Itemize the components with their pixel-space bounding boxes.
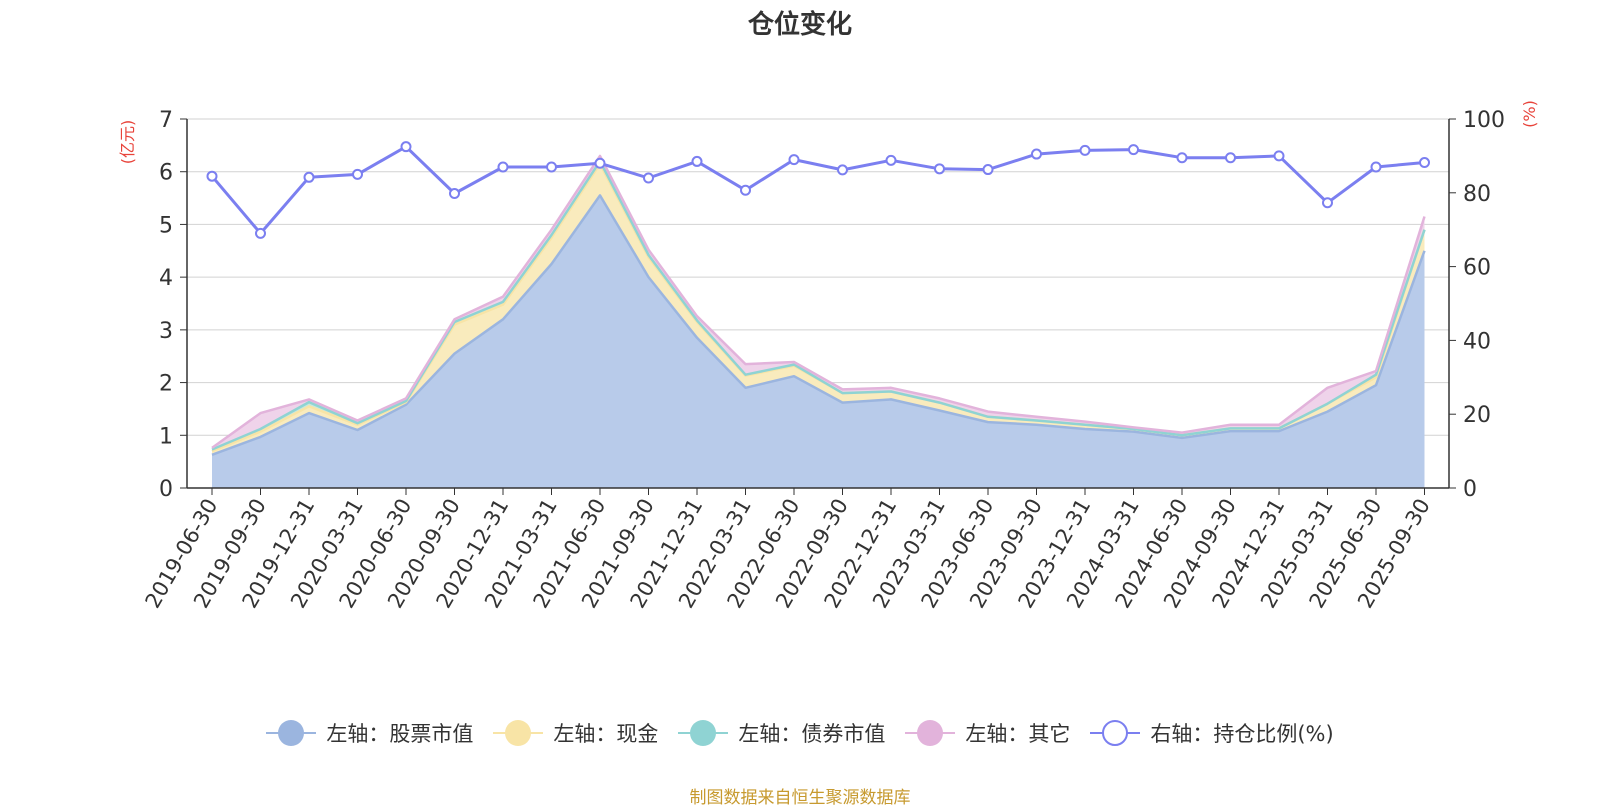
- position-ratio-point: [740, 184, 751, 196]
- legend-item-cash[interactable]: 左轴：现金: [493, 718, 658, 748]
- right-tick-label: 100: [1463, 108, 1505, 133]
- position-ratio-point: [1322, 197, 1333, 209]
- position-ratio-point: [303, 171, 315, 183]
- left-tick-label: 1: [159, 424, 173, 449]
- left-tick-label: 5: [159, 213, 173, 238]
- right-tick-label: 40: [1463, 329, 1491, 354]
- position-ratio-point: [449, 188, 460, 200]
- legend-bond-marker-icon: [678, 719, 729, 747]
- legend-item-position-ratio[interactable]: 右轴：持仓比例(%): [1090, 718, 1334, 748]
- position-ratio-line: [210, 145, 1425, 235]
- area-line: [211, 194, 1426, 456]
- legend-label: 右轴：持仓比例(%): [1150, 722, 1334, 746]
- legend-label: 左轴：股票市值: [326, 722, 474, 746]
- position-ratio-point: [400, 141, 412, 153]
- position-ratio-point: [1079, 144, 1091, 156]
- position-ratio-point: [594, 157, 606, 169]
- left-tick-label: 2: [159, 372, 173, 397]
- legend-label: 左轴：债券市值: [738, 722, 886, 746]
- position-ratio-point: [788, 154, 800, 166]
- area-line: [211, 159, 1426, 451]
- legend-label: 左轴：现金: [553, 722, 659, 746]
- left-tick-label: 7: [159, 108, 173, 133]
- position-ratio-point: [1370, 161, 1382, 173]
- position-ratio-point: [1273, 150, 1285, 162]
- data-source-footer: 制图数据来自恒生聚源数据库: [689, 788, 911, 808]
- legend-item-bond[interactable]: 左轴：债券市值: [678, 718, 885, 748]
- left-tick-label: 6: [159, 161, 173, 186]
- right-tick-label: 20: [1463, 403, 1491, 428]
- position-ratio-point: [1419, 157, 1430, 169]
- position-ratio-point: [546, 161, 557, 173]
- position-ratio-point: [934, 163, 945, 175]
- area-line: [211, 154, 1426, 449]
- legend-other-marker-icon: [905, 719, 956, 747]
- position-ratio-point: [982, 164, 994, 176]
- left-tick-label: 4: [159, 266, 173, 291]
- position-ratio-point: [255, 227, 266, 239]
- left-tick-label: 3: [159, 319, 173, 344]
- left-tick-label: 0: [159, 477, 173, 502]
- position-ratio-point: [206, 170, 218, 182]
- legend-item-other[interactable]: 左轴：其它: [905, 718, 1070, 748]
- position-ratio-point: [691, 155, 703, 167]
- legend-label: 左轴：其它: [965, 722, 1071, 746]
- position-ratio-point: [1176, 152, 1188, 164]
- right-axis-unit: (%): [1520, 100, 1539, 128]
- right-tick-label: 0: [1463, 477, 1477, 502]
- right-tick-label: 60: [1463, 256, 1491, 281]
- legend-stock-marker-icon: [266, 719, 317, 747]
- legend-cash-marker-icon: [493, 719, 544, 747]
- position-ratio-point: [1128, 144, 1139, 156]
- legend-ratio-marker-icon: [1090, 719, 1141, 747]
- left-axis-unit: (亿元): [118, 120, 137, 165]
- chart-title: 仓位变化: [747, 10, 852, 40]
- legend-item-stock[interactable]: 左轴：股票市值: [266, 718, 473, 748]
- position-ratio-point: [1031, 148, 1042, 160]
- position-ratio-point: [643, 172, 654, 184]
- position-ratio-point: [1225, 152, 1236, 164]
- position-ratio-point: [837, 164, 848, 176]
- position-chart: 01234567020406080100(亿元)(%)2019-06-30201…: [118, 100, 1539, 612]
- area-fill: [212, 195, 1425, 488]
- position-ratio-point: [352, 168, 363, 180]
- chart-legend: 左轴：股票市值 左轴：现金 左轴：债券市值 左轴：其它 右轴：持仓比例(%): [0, 718, 1600, 748]
- right-tick-label: 80: [1463, 182, 1491, 207]
- position-ratio-point: [885, 154, 897, 166]
- position-ratio-point: [497, 161, 509, 173]
